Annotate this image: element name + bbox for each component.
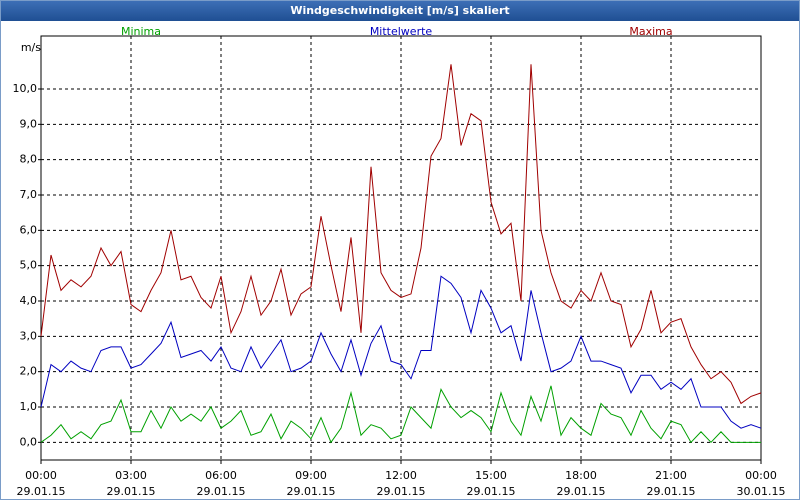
x-tick-date: 29.01.15 [17,485,66,498]
x-tick-label: 03:00 [115,469,147,482]
x-tick-label: 00:00 [25,469,57,482]
x-tick-label: 15:00 [475,469,507,482]
y-tick-label: 9,0 [20,117,38,130]
legend-label: Mittelwerte [370,25,433,38]
x-tick-label: 18:00 [565,469,597,482]
y-tick-label: 4,0 [20,294,38,307]
x-tick-date: 29.01.15 [467,485,516,498]
y-tick-label: 7,0 [20,188,38,201]
x-tick-date: 29.01.15 [377,485,426,498]
y-axis-label: m/s [21,41,41,54]
y-tick-label: 0,0 [20,435,38,448]
x-tick-date: 29.01.15 [647,485,696,498]
y-tick-label: 3,0 [20,329,38,342]
y-tick-label: 8,0 [20,153,38,166]
x-tick-date: 29.01.15 [197,485,246,498]
x-tick-label: 21:00 [655,469,687,482]
data-line [40,64,762,405]
x-tick-label: 09:00 [295,469,327,482]
y-tick-label: 5,0 [20,259,38,272]
x-tick-label: 00:00 [745,469,777,482]
y-tick-label: 2,0 [20,365,38,378]
x-tick-label: 06:00 [205,469,237,482]
x-tick-date: 29.01.15 [107,485,156,498]
legend-label: Maxima [629,25,672,38]
y-tick-label: 6,0 [20,223,38,236]
y-tick-label: 10,0 [13,82,38,95]
x-tick-label: 12:00 [385,469,417,482]
x-tick-date: 29.01.15 [557,485,606,498]
x-tick-date: 30.01.15 [737,485,786,498]
data-line [40,385,761,444]
x-tick-date: 29.01.15 [287,485,336,498]
title-bar: Windgeschwindigkeit [m/s] skaliert [1,1,799,21]
legend-label: Minima [121,25,161,38]
y-tick-label: 1,0 [20,400,38,413]
data-line [40,275,762,429]
